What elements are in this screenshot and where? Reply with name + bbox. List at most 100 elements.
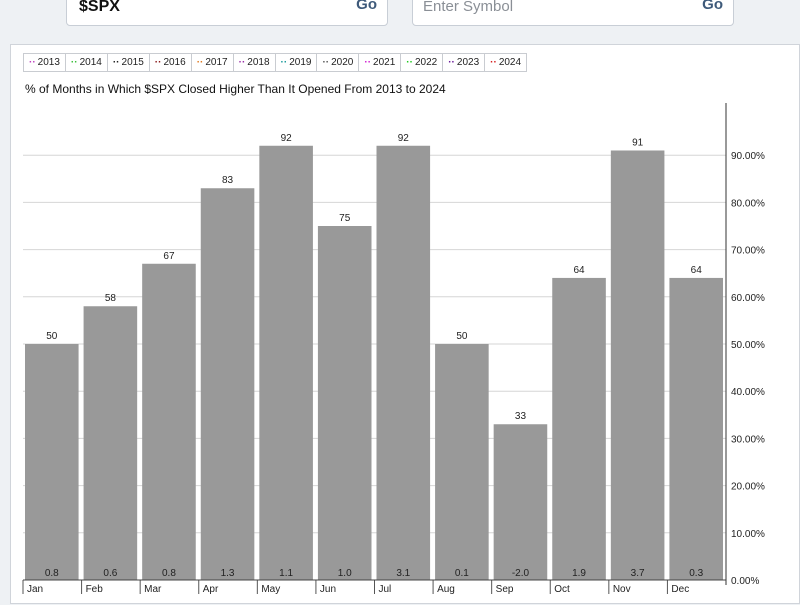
legend-label: 2023 — [456, 57, 480, 68]
legend-label: 2019 — [289, 57, 312, 68]
legend-item-2024[interactable]: ·· 2024 — [485, 54, 526, 71]
bar-feb — [83, 306, 138, 580]
x-category-label: Oct — [554, 584, 570, 595]
symbol-go-button[interactable]: Go — [356, 0, 377, 13]
legend-swatch-icon: ·· — [70, 57, 78, 68]
legend-item-2022[interactable]: ·· 2022 — [401, 54, 444, 71]
avg-change-label: 3.7 — [631, 568, 645, 579]
legend-swatch-icon: ·· — [154, 57, 162, 68]
bar-oct — [552, 277, 606, 580]
y-tick-label: 30.00% — [731, 434, 765, 445]
legend-swatch-icon: ·· — [280, 57, 288, 68]
bar-nov — [610, 150, 665, 580]
legend-item-2016[interactable]: ·· 2016 — [150, 54, 192, 71]
legend-label: 2018 — [247, 57, 270, 68]
y-tick-label: 50.00% — [731, 340, 765, 351]
legend-item-2013[interactable]: ·· 2013 — [24, 54, 66, 71]
avg-change-label: 0.3 — [689, 568, 703, 579]
legend-swatch-icon: ·· — [238, 57, 246, 68]
avg-change-label: 1.1 — [279, 568, 293, 579]
symbol-search-input[interactable]: $SPX — [79, 0, 120, 15]
legend-label: 2017 — [205, 57, 228, 68]
chart-title: % of Months in Which $SPX Closed Higher … — [25, 82, 446, 96]
bar-value-label: 50 — [46, 331, 58, 342]
legend-swatch-icon: ·· — [448, 57, 455, 68]
y-tick-label: 90.00% — [731, 151, 765, 162]
x-category-label: Jun — [320, 584, 336, 595]
legend-swatch-icon: ·· — [364, 57, 372, 68]
legend-label: 2024 — [498, 57, 522, 68]
avg-change-label: 0.8 — [45, 568, 59, 579]
bar-value-label: 91 — [632, 137, 644, 148]
legend-item-2023[interactable]: ·· 2023 — [443, 54, 486, 71]
legend-label: 2013 — [37, 57, 60, 68]
bar-value-label: 83 — [222, 175, 234, 186]
bar-sep — [493, 424, 548, 580]
x-category-label: Nov — [613, 584, 631, 595]
avg-change-label: 0.8 — [162, 568, 176, 579]
legend-item-2015[interactable]: ·· 2015 — [108, 54, 150, 71]
legend-item-2014[interactable]: ·· 2014 — [66, 54, 108, 71]
x-category-label: Apr — [203, 584, 219, 595]
legend-swatch-icon: ·· — [490, 57, 497, 68]
legend-swatch-icon: ·· — [196, 57, 204, 68]
legend-swatch-icon: ·· — [29, 57, 36, 68]
compare-go-button[interactable]: Go — [702, 0, 723, 13]
seasonality-chart: 0.00% 10.00% 20.00% 30.00% 40.00% 50.00% 60.00… — [22, 103, 765, 595]
bar-value-label: 67 — [163, 251, 175, 262]
bar-value-label: 75 — [339, 213, 351, 224]
bar-value-label: 58 — [105, 293, 117, 304]
bar-apr — [200, 188, 255, 581]
legend-item-2021[interactable]: ·· 2021 — [359, 54, 402, 71]
avg-change-label: 3.1 — [396, 568, 410, 579]
x-category-label: Dec — [671, 584, 689, 595]
avg-change-label: 1.9 — [572, 568, 586, 579]
year-legend: ·· 2013 ·· 2014 ·· 2015 ·· 2016 ·· 2017 ·· 2018 ·· 20… — [23, 53, 528, 72]
legend-label: 2021 — [373, 57, 396, 68]
legend-label: 2022 — [414, 57, 438, 68]
y-tick-label: 20.00% — [731, 482, 765, 493]
x-category-label: Sep — [496, 584, 514, 595]
x-category-label: Jul — [379, 584, 392, 595]
x-category-label: Aug — [437, 584, 455, 595]
legend-item-2018[interactable]: ·· 2018 — [234, 54, 276, 71]
y-tick-label: 0.00% — [731, 576, 759, 587]
bar-dec — [669, 277, 723, 580]
avg-change-label: 0.1 — [455, 568, 469, 579]
bar-mar — [142, 263, 196, 580]
legend-label: 2014 — [79, 57, 102, 68]
chart-panel: ·· 2013 ·· 2014 ·· 2015 ·· 2016 ·· 2017 ·· 2018 ·· 20… — [10, 44, 800, 604]
legend-label: 2015 — [121, 57, 144, 68]
legend-item-2017[interactable]: ·· 2017 — [192, 54, 234, 71]
y-tick-label: 70.00% — [731, 246, 765, 257]
symbol-search-box[interactable]: $SPX Go — [66, 0, 388, 26]
bar-jan — [25, 344, 79, 580]
legend-swatch-icon: ·· — [406, 57, 413, 68]
y-tick-label: 60.00% — [731, 293, 765, 304]
avg-change-label: 1.0 — [338, 568, 352, 579]
bar-value-label: 92 — [398, 133, 410, 144]
x-category-label: Jan — [27, 584, 43, 595]
x-category-label: May — [261, 584, 280, 595]
y-tick-label: 40.00% — [731, 387, 765, 398]
y-tick-label: 10.00% — [731, 529, 765, 540]
bar-may — [259, 145, 313, 580]
bar-jun — [317, 226, 372, 580]
legend-item-2020[interactable]: ·· 2020 — [317, 54, 360, 71]
legend-swatch-icon: ·· — [322, 57, 330, 68]
legend-label: 2016 — [163, 57, 186, 68]
avg-change-label: -2.0 — [512, 568, 530, 579]
avg-change-label: 0.6 — [103, 568, 117, 579]
bar-value-label: 64 — [691, 265, 703, 276]
bar-value-label: 50 — [456, 331, 468, 342]
bar-aug — [435, 344, 489, 580]
legend-item-2019[interactable]: ·· 2019 — [276, 54, 318, 71]
legend-label: 2020 — [331, 57, 354, 68]
x-category-label: Feb — [86, 584, 104, 595]
compare-symbol-input[interactable]: Enter Symbol — [423, 0, 514, 15]
y-tick-label: 80.00% — [731, 198, 765, 209]
bar-jul — [376, 145, 431, 580]
bar-value-label: 33 — [515, 411, 527, 422]
avg-change-label: 1.3 — [221, 568, 235, 579]
compare-symbol-box[interactable]: Enter Symbol Go — [412, 0, 734, 26]
